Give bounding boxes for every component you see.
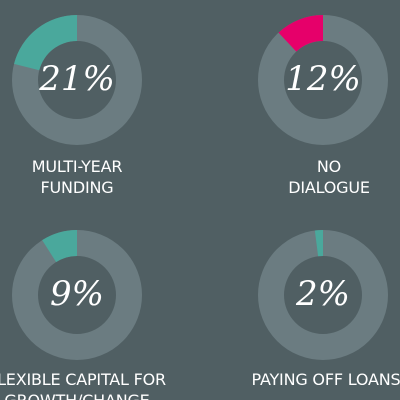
- percentage-label: 9%: [50, 274, 104, 314]
- category-label-line: NO: [316, 157, 342, 176]
- category-label-line: PAYING OFF LOANS: [251, 370, 400, 389]
- donut-segment-no-dialogue: [278, 15, 323, 52]
- category-label-line: FLEXIBLE CAPITAL FOR: [0, 370, 166, 389]
- percentage-label: 12%: [285, 59, 361, 99]
- category-label: MULTI-YEAR FUNDING: [0, 156, 197, 198]
- donut-flexible-capital: [12, 230, 142, 360]
- donut-segment-multi-year-funding: [14, 15, 77, 71]
- chart-no-dialogue: 12% NO DIALOGUE: [200, 0, 400, 200]
- chart-multi-year-funding: 21% MULTI-YEAR FUNDING: [0, 0, 200, 200]
- category-label-line: DIALOGUE: [288, 178, 370, 197]
- category-label-line: MULTI-YEAR: [31, 157, 123, 176]
- donut-segment-flexible-capital: [42, 230, 77, 263]
- category-label: PAYING OFF LOANS: [206, 369, 400, 390]
- percentage-label: 21%: [39, 59, 115, 99]
- category-label-line: FUNDING: [40, 178, 114, 197]
- donut-no-dialogue: [258, 15, 388, 145]
- category-label-line: GROWTH/CHANGE: [0, 390, 197, 400]
- donut-multi-year-funding: [12, 15, 142, 145]
- chart-paying-off-loans: 2% PAYING OFF LOANS: [200, 200, 400, 400]
- donut-segment-paying-off-loans: [314, 230, 323, 257]
- donut-paying-off-loans: [258, 230, 388, 360]
- category-label: NO DIALOGUE: [209, 156, 400, 198]
- category-label: FLEXIBLE CAPITAL FOR GROWTH/CHANGE: [0, 369, 197, 400]
- percentage-label: 2%: [296, 274, 350, 314]
- chart-flexible-capital: 9% FLEXIBLE CAPITAL FOR GROWTH/CHANGE: [0, 200, 200, 400]
